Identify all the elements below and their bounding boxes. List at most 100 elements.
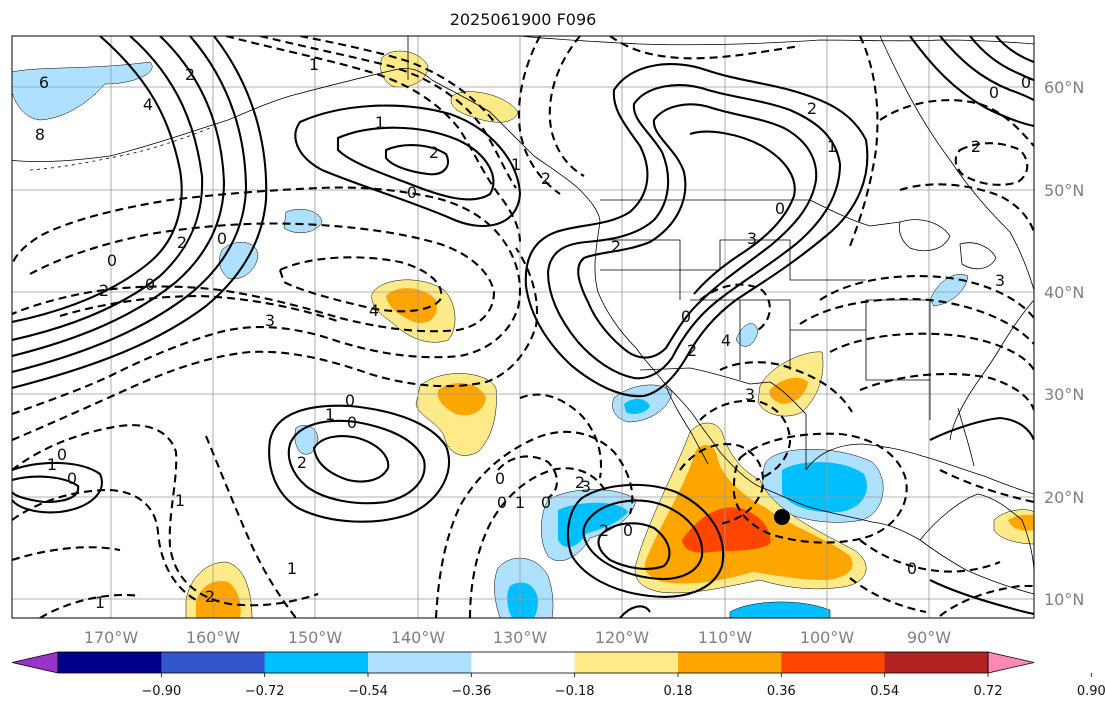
contour-e-pac-low-1 — [582, 499, 704, 580]
colorbar-tick-label: 0.90 — [1077, 684, 1105, 699]
contour-neg-pac-8 — [12, 546, 121, 562]
contour-se — [929, 416, 1034, 441]
shade-pos-pacific-30n-core — [437, 383, 486, 416]
contour-e-pac-low-3 — [597, 522, 671, 570]
contour-gulf-alaska-1 — [294, 104, 522, 227]
contour-label: 0 — [541, 493, 551, 512]
contour-label: 2 — [205, 587, 215, 606]
colorbar-segment — [58, 652, 162, 673]
contour-neg-nw-1 — [225, 36, 522, 243]
shade-neg-gulf-core — [782, 462, 867, 513]
contour-neg-pac-6 — [12, 424, 319, 607]
contour-west-pac-low-1 — [12, 461, 103, 514]
contour-label: 3 — [745, 385, 755, 404]
lat-label-60n: 60°N — [1044, 78, 1084, 97]
contour-label: 2 — [971, 137, 981, 156]
colorbar: −0.90 −0.72 −0.54 −0.36 −0.18 0.18 0.36 0.54 0.7… — [11, 651, 1105, 699]
contour-label: 1 — [827, 137, 837, 156]
baja-peninsula — [665, 385, 709, 465]
point-marker — [774, 509, 790, 525]
lat-label-30n: 30°N — [1044, 385, 1084, 404]
colorbar-tick-label: −0.18 — [555, 684, 595, 699]
contour-label: 0 — [989, 83, 999, 102]
lon-label-100w: 100°W — [800, 628, 855, 647]
contour-label: 2 — [611, 237, 621, 256]
contour-label: 8 — [35, 125, 45, 144]
contour-label: 4 — [369, 301, 379, 320]
contour-label: 2 — [599, 521, 609, 540]
contour-label: 1 — [325, 405, 335, 424]
colorbar-tick-label: −0.72 — [245, 684, 285, 699]
contour-label: 1 — [287, 559, 297, 578]
contour-label: 0 — [775, 199, 785, 218]
colorbar-segment — [781, 652, 886, 673]
contour-gulf-alaska-2 — [336, 126, 495, 201]
contour-neg-east-3 — [899, 183, 1034, 233]
graticule — [12, 36, 1034, 618]
shade-pos-alaska-panhandle — [380, 50, 429, 88]
contour-label: 0 — [67, 469, 77, 488]
colorbar-segment — [161, 652, 266, 673]
contour-west-trough-1 — [524, 63, 869, 398]
contour-neg-mex-3 — [679, 443, 764, 526]
contour-neg-canada-4 — [849, 36, 879, 247]
florida — [957, 407, 975, 467]
central-america — [919, 493, 1034, 575]
colorbar-segment — [368, 652, 472, 673]
contour-label: 0 — [497, 493, 507, 512]
contour-neg-east-5 — [799, 297, 1034, 345]
lat-label-20n: 20°N — [1044, 488, 1084, 507]
contour-label: 2 — [807, 99, 817, 118]
contour-label: 1 — [95, 593, 105, 612]
contour-label: 4 — [143, 95, 153, 114]
contour-neg-east-6 — [829, 332, 1034, 371]
contour-nw-3 — [12, 36, 226, 358]
lat-label-10n: 10°N — [1044, 590, 1084, 609]
contour-label: 0 — [1021, 73, 1031, 92]
shade-neg-gulf-alaska — [12, 61, 153, 121]
contour-neg-nw-3 — [299, 36, 497, 125]
contour-neg-pac-4 — [278, 256, 443, 313]
lon-label-90w: 90°W — [907, 628, 951, 647]
canada-north — [407, 36, 1034, 80]
lon-label-110w: 110°W — [698, 628, 753, 647]
contour-s-mex-2 — [929, 579, 1034, 616]
contour-label: 2 — [99, 281, 109, 300]
contour-neg-e-pac-4 — [497, 455, 559, 499]
contour-neg-canada-2 — [548, 36, 585, 177]
contour-label: 0 — [407, 183, 417, 202]
contour-neg-east-1 — [879, 99, 1034, 147]
colorbar-tick-label: −0.90 — [141, 684, 181, 699]
great-lakes — [898, 219, 997, 270]
lat-label-40n: 40°N — [1044, 283, 1084, 302]
contour-ne-3 — [995, 36, 1034, 63]
contour-neg-canada-3 — [517, 36, 561, 195]
contour-neg-e-pac-3 — [519, 393, 602, 479]
contour-label: 0 — [345, 391, 355, 410]
contour-neg-pac-7 — [12, 488, 197, 601]
shade-pos-e-pac-core — [682, 507, 771, 553]
contour-neg-sw-us — [699, 283, 771, 331]
map-frame — [11, 35, 1035, 619]
contour-neg-mex-2 — [699, 399, 792, 481]
contour-label: 1 — [375, 113, 385, 132]
contour-label: 0 — [681, 307, 691, 326]
contour-west-trough-4 — [689, 130, 796, 295]
contour-nw-5 — [12, 36, 268, 390]
dashed-contours — [12, 36, 1034, 618]
contour-label: 1 — [175, 491, 185, 510]
contour-s-mex-1 — [619, 605, 651, 618]
contour-ne-1 — [939, 36, 1034, 101]
contour-label: 2 — [541, 169, 551, 188]
colorbar-extend-high — [987, 651, 1035, 674]
contour-label: 1 — [515, 493, 525, 512]
gulf-of-mexico-coast — [805, 443, 1034, 495]
contour-label: 0 — [57, 445, 67, 464]
colorbar-tick-label: 0.36 — [767, 684, 796, 699]
contour-nw-2 — [12, 36, 204, 342]
contour-neg-gulf-1 — [732, 432, 908, 544]
us-west-coast — [594, 221, 1034, 595]
